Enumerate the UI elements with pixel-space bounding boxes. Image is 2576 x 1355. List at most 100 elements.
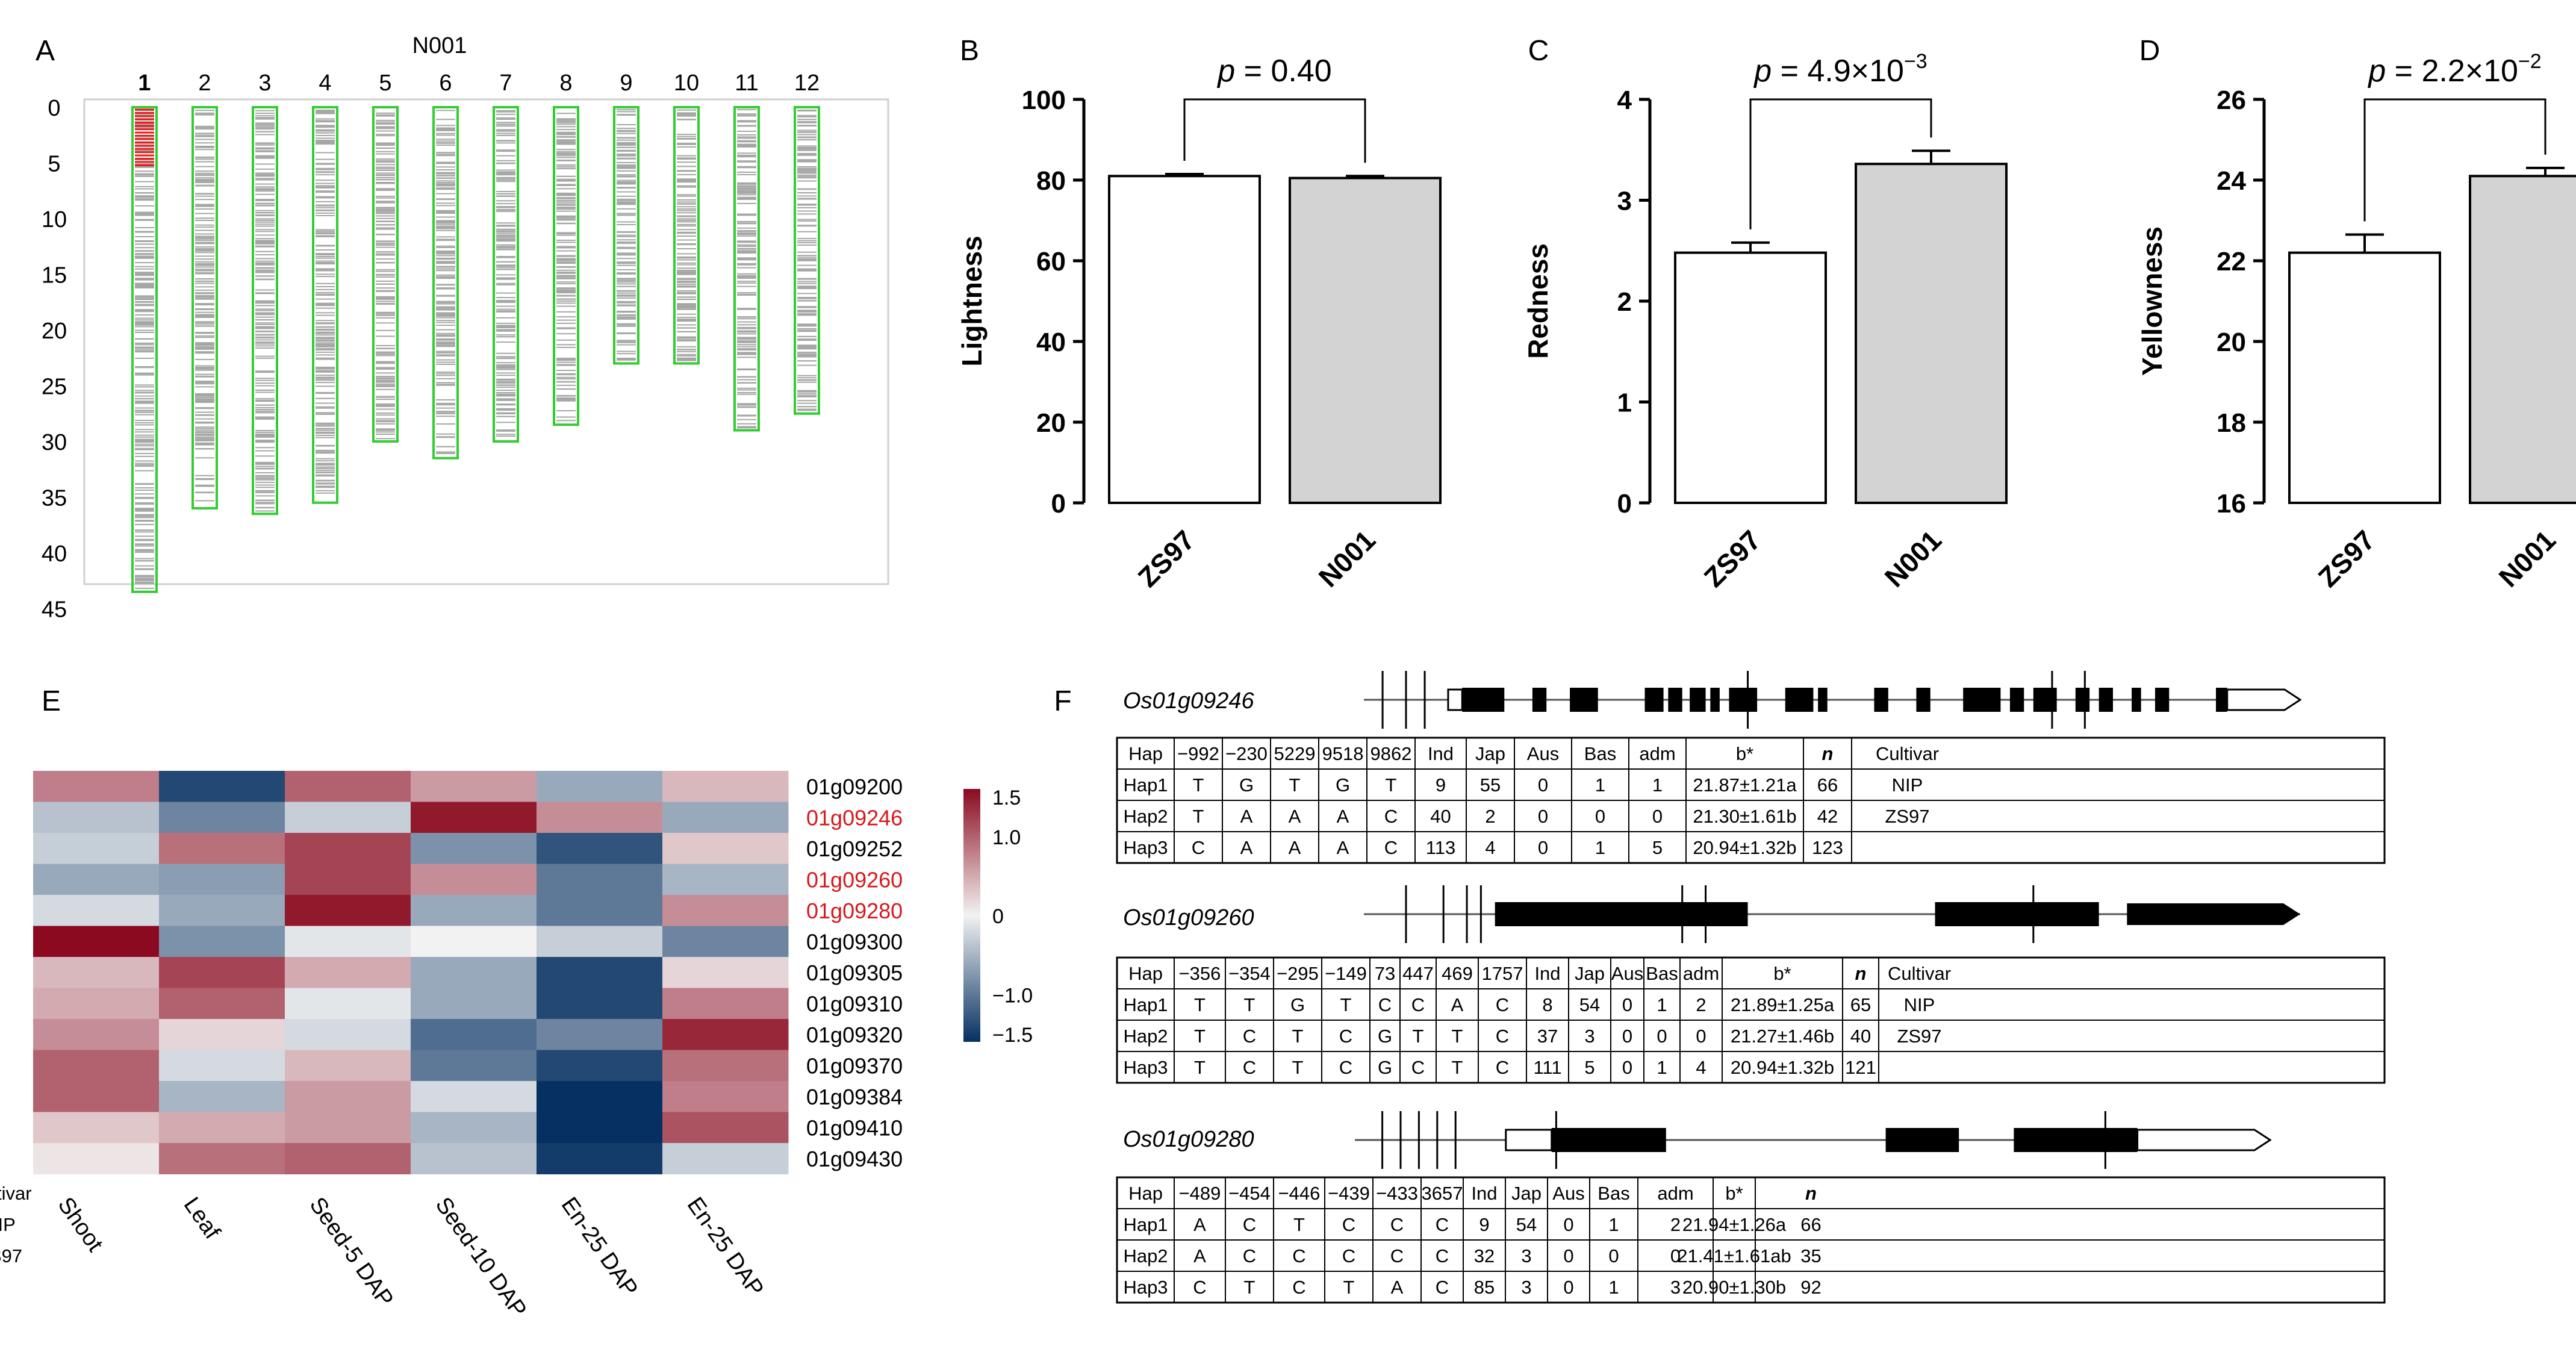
table-header-cell: adm [1639, 743, 1675, 764]
table-cell: ZS97 [0, 1245, 22, 1266]
panel-label-f: F [1054, 685, 1071, 717]
heatmap-cell [33, 864, 160, 896]
table-cell: 65 [1850, 994, 1871, 1015]
table-cell: 0 [1538, 774, 1548, 796]
table-cell: C [1342, 1214, 1355, 1235]
table-cell: C [1193, 1277, 1206, 1298]
utr-5prime [1447, 688, 1463, 711]
chromosome-9 [613, 106, 639, 365]
exon [1818, 688, 1828, 712]
heatmap-cell [537, 895, 663, 926]
table-cell: C [1496, 1026, 1509, 1047]
y-tick-label: 4 [1617, 86, 1632, 115]
chromosome-1 [131, 106, 158, 593]
heatmap-cell [285, 1143, 411, 1174]
chromosome-number: 9 [620, 70, 632, 96]
chromosome-number: 6 [439, 70, 452, 96]
table-cell: T [1193, 806, 1204, 827]
y-tick-label: 22 [2217, 247, 2246, 276]
table-cell: 4 [1696, 1057, 1706, 1078]
heatmap-cell [33, 1019, 160, 1050]
table-cell: A [1193, 1245, 1206, 1266]
table-header-cell: b* [1725, 1183, 1743, 1204]
heatmap-cell [537, 957, 663, 988]
map-ytick-label: 20 [42, 319, 67, 344]
heatmap-cell [285, 895, 411, 926]
table-header-cell: 469 [1442, 963, 1473, 984]
table-cell: A [1240, 806, 1253, 827]
heatmap-cell [662, 926, 789, 958]
table-cell: T [1193, 774, 1204, 796]
heatmap-cell [662, 833, 789, 864]
p-exponent: −3 [1904, 50, 1927, 73]
table-cell: 1 [1608, 1277, 1619, 1298]
table-cell: 42 [1817, 806, 1838, 827]
exon [1729, 688, 1758, 712]
sample-label: Seed-5 DAP [305, 1193, 399, 1312]
table-cell: T [1244, 1277, 1255, 1298]
table-header-cell: Cultivar [1888, 963, 1951, 984]
heatmap-cell [537, 988, 663, 1020]
y-axis-label: Redness [1522, 243, 1554, 359]
colorbar-tick-label: 0 [992, 905, 1004, 928]
table-header-cell: 447 [1402, 963, 1434, 984]
map-ytick-label: 45 [42, 597, 67, 623]
table-header-cell: Bas [1646, 963, 1678, 984]
table-header-cell: Ind [1471, 1183, 1497, 1204]
chromosome-12 [794, 106, 820, 415]
table-cell: 40 [1850, 1026, 1871, 1047]
colorbar [963, 789, 980, 1042]
table-cell: C [1292, 1277, 1305, 1298]
sample-label: Leaf [179, 1193, 225, 1244]
table-cell: T [1340, 994, 1352, 1015]
heatmap-cell [662, 864, 789, 896]
heatmap-cell [411, 1143, 537, 1174]
table-cell: 20.90±1.30b [1682, 1277, 1786, 1298]
table-cell: Hap1 [1123, 994, 1168, 1015]
table-cell: NIP [1892, 774, 1923, 796]
table-cell: T [1343, 1277, 1355, 1298]
table-cell: G [1290, 994, 1305, 1015]
bar-n001 [1855, 163, 2008, 504]
table-header-cell: n [1805, 1183, 1817, 1204]
heatmap-cell [537, 771, 663, 802]
heatmap-cell [159, 1112, 285, 1144]
heatmap-cell [537, 1081, 663, 1112]
bar-chart-b: 0 20 40 60 80 100 Lightness ZS97 N001 p = 0.40 [956, 54, 1442, 593]
table-header-cell: 1757 [1482, 963, 1523, 984]
chromosome-outline [553, 106, 579, 426]
table-cell: T [1244, 994, 1255, 1015]
table-cell: 66 [1800, 1214, 1821, 1235]
bar-zs97 [2288, 251, 2441, 504]
table-header-cell: −433 [1376, 1183, 1418, 1204]
table-cell: 21.87±1.21a [1693, 774, 1797, 796]
colorbar-tick-label: −1.0 [992, 984, 1033, 1007]
table-header-cell: −295 [1277, 963, 1319, 984]
utr-3prime [2226, 688, 2302, 711]
table-cell: ZS97 [1885, 806, 1929, 827]
x-tick-label: ZS97 [2312, 524, 2382, 593]
x-tick-label: ZS97 [1698, 524, 1767, 593]
heatmap-cell [33, 1112, 160, 1144]
table-cell: 21.30±1.61b [1693, 806, 1796, 827]
gene-row-label: 01g09252 [806, 836, 903, 861]
chromosome-number: 10 [674, 70, 699, 96]
heatmap-cell [159, 1081, 285, 1112]
table-cell: A [1391, 1277, 1404, 1298]
map-ytick-label: 25 [42, 375, 67, 400]
table-cell: 1 [1657, 994, 1667, 1015]
utr-5prime [1505, 1129, 1553, 1151]
colorbar-tick-label: 1.0 [992, 826, 1021, 849]
exon [1532, 688, 1547, 712]
table-header-cell: −454 [1228, 1183, 1271, 1204]
table-cell: 1 [1595, 774, 1605, 796]
exon [1710, 688, 1720, 712]
table-cell: T [1413, 1026, 1424, 1047]
table-cell: G [1239, 774, 1254, 796]
table-cell: 1 [1657, 1057, 1667, 1078]
heatmap-cell [537, 1050, 663, 1082]
table-cell: 5 [1652, 837, 1663, 858]
bar-chart-d: 16 18 20 22 24 26 Yellowness ZS97 N001 p = 2.2×10… [2136, 50, 2576, 593]
chromosome-outline [252, 106, 278, 516]
heatmap-cell [159, 771, 285, 802]
